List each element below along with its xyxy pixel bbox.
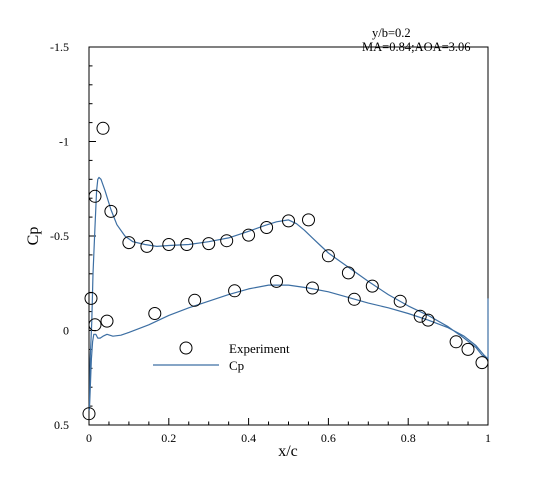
legend-marker-experiment bbox=[179, 341, 193, 355]
y-tick-label: 0 bbox=[63, 324, 69, 338]
experiment-point bbox=[421, 313, 435, 327]
experiment-point bbox=[282, 214, 295, 228]
series-line-cp bbox=[88, 176, 489, 411]
y-tick-label: -0.5 bbox=[50, 229, 69, 243]
x-tick-label: 0.2 bbox=[161, 431, 176, 445]
experiment-point bbox=[365, 279, 379, 293]
legend-label-experiment: Experiment bbox=[229, 341, 290, 356]
annotation-conditions: MA=0.84;AOA=3.06 bbox=[362, 40, 471, 54]
experiment-point bbox=[461, 342, 475, 356]
y-axis-ticks: -1.5 -1 -0.5 0 0.5 bbox=[50, 40, 96, 432]
experiment-point bbox=[321, 249, 335, 263]
experiment-point bbox=[475, 356, 489, 370]
legend-label-cp: Cp bbox=[229, 358, 244, 373]
experiment-point bbox=[188, 293, 202, 307]
y-tick-label: -1 bbox=[59, 135, 69, 149]
x-tick-label: 0.6 bbox=[321, 431, 336, 445]
plot-area bbox=[82, 121, 489, 421]
experiment-point bbox=[162, 238, 176, 251]
experiment-point bbox=[449, 335, 463, 349]
experiment-point bbox=[393, 294, 407, 308]
experiment-point bbox=[242, 228, 256, 242]
experiment-point bbox=[220, 234, 234, 248]
y-tick-label: 0.5 bbox=[54, 418, 69, 432]
experiment-point bbox=[84, 291, 98, 305]
experiment-point bbox=[180, 238, 194, 251]
experiment-point bbox=[96, 121, 110, 135]
x-tick-label: 0.8 bbox=[401, 431, 416, 445]
y-tick-label: -1.5 bbox=[50, 40, 69, 54]
experiment-point bbox=[302, 213, 315, 227]
annotation-station: y/b=0.2 bbox=[372, 26, 411, 40]
experiment-point bbox=[305, 281, 319, 295]
experiment-point bbox=[104, 204, 118, 218]
experiment-point bbox=[228, 284, 242, 298]
series-experiment bbox=[82, 121, 489, 421]
experiment-point bbox=[260, 221, 274, 234]
experiment-point bbox=[82, 407, 96, 421]
experiment-point bbox=[347, 292, 361, 306]
x-tick-label: 0 bbox=[86, 431, 92, 445]
experiment-point bbox=[140, 239, 154, 253]
experiment-point bbox=[122, 236, 136, 250]
experiment-point bbox=[88, 318, 102, 332]
experiment-point bbox=[341, 266, 355, 280]
x-axis-ticks: 0 0.2 0.4 0.6 0.8 1 bbox=[86, 418, 491, 445]
x-tick-label: 0.4 bbox=[241, 431, 256, 445]
x-axis-label: x/c bbox=[278, 443, 298, 460]
experiment-point bbox=[270, 274, 283, 288]
experiment-point bbox=[100, 314, 114, 328]
experiment-point bbox=[413, 309, 427, 323]
experiment-point bbox=[88, 189, 102, 203]
y-axis-label: Cp bbox=[25, 227, 42, 246]
experiment-point bbox=[148, 307, 162, 320]
experiment-point bbox=[202, 237, 216, 251]
legend: Experiment Cp bbox=[153, 341, 290, 373]
x-tick-label: 1 bbox=[485, 431, 491, 445]
